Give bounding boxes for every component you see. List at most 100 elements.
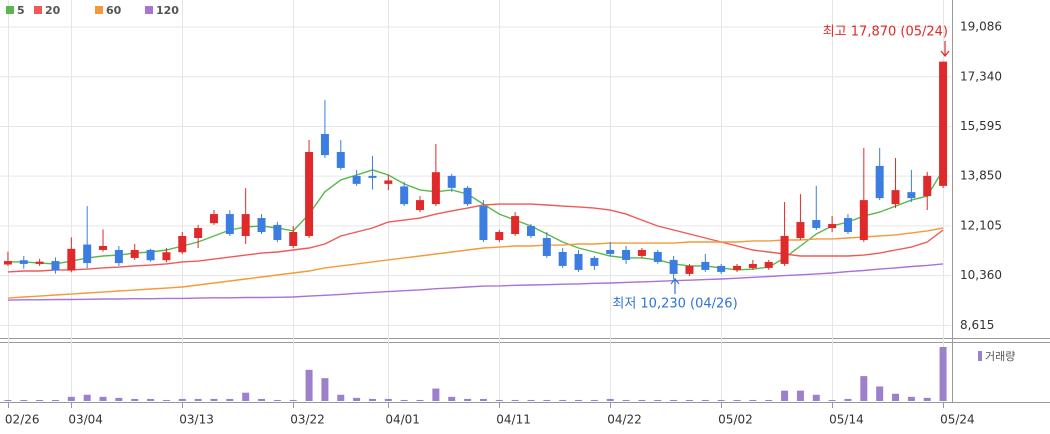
x-tick-label: 03/04	[68, 413, 103, 427]
candle-body	[241, 214, 250, 237]
candle-body	[178, 236, 187, 253]
price-panel	[0, 0, 952, 338]
candle-body	[748, 263, 757, 268]
candle-body	[875, 165, 884, 199]
candle-body	[35, 261, 44, 264]
candle-body	[574, 253, 583, 270]
y-tick-label: 10,360	[960, 268, 1002, 282]
volume-bar	[353, 397, 361, 401]
volume-bar	[495, 399, 503, 401]
y-tick-label: 12,105	[960, 218, 1002, 232]
candle-body	[289, 232, 298, 246]
legend-label: 60	[106, 4, 122, 17]
legend-label: 거래량	[985, 350, 1015, 363]
y-tick-label: 8,615	[960, 318, 994, 332]
volume-bar	[400, 399, 408, 401]
volume-bar	[226, 398, 234, 401]
x-tick-label: 02/26	[5, 413, 40, 427]
candle-body	[384, 180, 393, 184]
candle-body	[733, 265, 742, 270]
volume-bar	[99, 396, 107, 401]
legend-label: 5	[17, 4, 25, 17]
low-arrow-head	[670, 278, 680, 285]
x-tick-label: 03/22	[290, 413, 325, 427]
volume-bar	[51, 399, 59, 401]
legend-swatch	[34, 6, 42, 14]
volume-bar	[765, 399, 773, 401]
candle-body	[796, 222, 805, 239]
volume-bar	[147, 398, 155, 401]
candle-body	[51, 261, 60, 271]
volume-bar	[701, 399, 709, 401]
volume-bar	[590, 399, 598, 401]
volume-bar	[289, 399, 297, 401]
volume-bar	[907, 396, 915, 401]
candle-body	[257, 218, 266, 233]
candle-body	[622, 249, 631, 260]
legend-label: 120	[156, 4, 179, 17]
high-arrow-head	[940, 50, 950, 57]
volume-bar	[178, 398, 186, 401]
candle-body	[146, 249, 155, 261]
volume-bar	[258, 398, 266, 401]
candle-body	[130, 249, 139, 258]
volume-bar	[844, 398, 852, 401]
volume-bar	[464, 398, 472, 401]
candle-body	[939, 61, 948, 186]
candle-body	[352, 175, 361, 184]
volume-bar	[638, 399, 646, 401]
volume-bar	[622, 399, 630, 401]
candle-body	[368, 175, 377, 178]
candle-body	[225, 214, 234, 235]
x-tick-label: 05/24	[940, 413, 975, 427]
volume-bar	[781, 390, 789, 401]
candle-body	[162, 252, 171, 261]
volume-bar	[194, 398, 202, 401]
volume-bar	[575, 399, 583, 401]
volume-bar	[115, 397, 123, 401]
candle-body	[431, 172, 440, 205]
volume-bar	[670, 399, 678, 401]
volume-bar	[337, 394, 345, 401]
ma-line	[7, 263, 944, 301]
volume-bar	[432, 388, 440, 401]
y-tick-label: 19,086	[960, 20, 1002, 34]
volume-bar	[321, 378, 329, 401]
layer: 19,086 17,340 15,595 13,850 12,105 10,360 8,61…	[0, 0, 1015, 427]
volume-bar	[67, 396, 75, 401]
volume-bar	[654, 399, 662, 401]
candle-body	[828, 224, 837, 229]
volume-bar	[305, 369, 313, 401]
candle-body	[400, 186, 409, 205]
candle-body	[542, 238, 551, 256]
y-tick-label: 17,340	[960, 69, 1002, 83]
candle-body	[590, 257, 599, 266]
candle-body	[526, 226, 535, 237]
candle-body	[558, 251, 567, 266]
candle-body	[685, 265, 694, 274]
candle-body	[495, 232, 504, 240]
low-annotation: 최저 10,230 (04/26)	[612, 297, 737, 312]
candle-body	[194, 228, 203, 239]
candle-body	[3, 261, 12, 265]
legend-swatch	[6, 6, 14, 14]
candle-body	[606, 249, 615, 254]
volume-bar	[685, 399, 693, 401]
volume-bar	[733, 399, 741, 401]
candle-body	[320, 134, 329, 156]
candle-body	[701, 261, 710, 270]
candle-body	[305, 151, 314, 237]
volume-bar	[479, 398, 487, 401]
x-tick-label: 03/13	[179, 413, 214, 427]
volume-bar	[828, 399, 836, 401]
candle-body	[416, 200, 425, 211]
volume-bar	[83, 394, 91, 401]
volume-bar	[939, 347, 947, 401]
candle-body	[83, 244, 92, 264]
volume-bar	[20, 399, 28, 401]
x-tick-label: 04/22	[607, 413, 642, 427]
candle-body	[511, 216, 520, 235]
x-tick-label: 04/11	[496, 413, 531, 427]
volume-bar	[543, 399, 551, 401]
y-tick-label: 15,595	[960, 119, 1002, 133]
